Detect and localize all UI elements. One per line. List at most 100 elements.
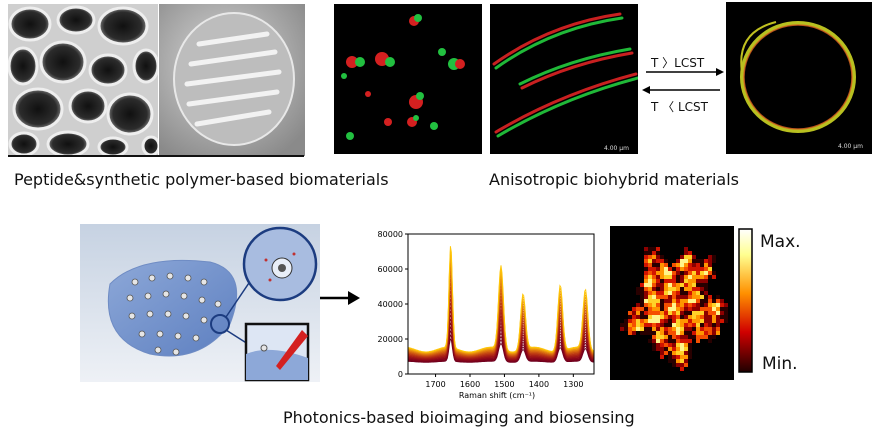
heatmap-cell [668,287,672,291]
hydrogel-image [159,4,305,156]
heatmap-cell [716,303,720,307]
heatmap-cell [640,307,644,311]
heatmap-cell [688,355,692,359]
heatmap-cell [680,295,684,299]
heatmap-cell [648,271,652,275]
heatmap-cell [648,299,652,303]
heatmap-cell [656,271,660,275]
heatmap-cell [644,263,648,267]
heatmap-cell [692,299,696,303]
heatmap-cell [644,255,648,259]
heatmap-cell [692,263,696,267]
raman-x-tick-label: 1700 [425,380,445,389]
heatmap-cell [660,311,664,315]
heatmap-cell [712,271,716,275]
heatmap-cell [680,299,684,303]
heatmap-cell [668,339,672,343]
heatmap-cell [668,323,672,327]
heatmap-cell [712,255,716,259]
heatmap-cell [664,275,668,279]
heatmap-cell [644,271,648,275]
heatmap-cell [680,311,684,315]
heatmap-cell [724,303,728,307]
heatmap-cell [660,335,664,339]
heatmap-cell [684,263,688,267]
heatmap-cell [700,315,704,319]
raman-x-axis-label: Raman shift (cm⁻¹) [459,391,535,400]
heatmap-cell [640,291,644,295]
heatmap-cell [644,247,648,251]
heatmap-cell [664,303,668,307]
heatmap-cell [680,263,684,267]
heatmap-cell [696,303,700,307]
heatmap-cell [672,351,676,355]
heatmap-cell [672,335,676,339]
heatmap-cell [632,307,636,311]
heatmap-cell [668,299,672,303]
heatmap-cell [676,279,680,283]
heatmap-cell [660,295,664,299]
heatmap-cell [664,311,668,315]
heatmap-cell [644,287,648,291]
heatmap-cell [668,271,672,275]
heatmap-cell [680,267,684,271]
heatmap-cell [652,347,656,351]
heatmap-cell [716,311,720,315]
heatmap-cell [708,323,712,327]
heatmap-cell [708,311,712,315]
heatmap-cell [640,287,644,291]
fluorescence-droplets-image [334,4,482,154]
heatmap-cell [640,319,644,323]
heatmap-cell [688,351,692,355]
heatmap-cell [700,259,704,263]
heatmap-cell [680,287,684,291]
heatmap-cell [656,335,660,339]
process-arrow-icon [320,291,360,305]
heatmap-cell [624,319,628,323]
heatmap-cell [660,323,664,327]
heatmap-cell [680,331,684,335]
heatmap-cell [676,259,680,263]
heatmap-cell [656,347,660,351]
heatmap-cell [664,315,668,319]
heatmap-cell [648,247,652,251]
heatmap-cell [672,339,676,343]
heatmap-cell [724,311,728,315]
heatmap-cell [688,347,692,351]
heatmap-cell [680,335,684,339]
heatmap-cell [680,359,684,363]
heatmap-cell [648,275,652,279]
heatmap-cell [708,299,712,303]
heatmap-cell [644,267,648,271]
heatmap-cell [684,295,688,299]
heatmap-cell [648,331,652,335]
heatmap-cell [648,315,652,319]
heatmap-cell [712,311,716,315]
heatmap-cell [672,359,676,363]
heatmap-cell [680,303,684,307]
heatmap-cell [664,347,668,351]
heatmap-cell [720,311,724,315]
heatmap-cell [696,331,700,335]
heatmap-cell [696,327,700,331]
heatmap-cell [712,307,716,311]
heatmap-cell [648,279,652,283]
heatmap-cell [680,255,684,259]
heatmap-cell [700,279,704,283]
heatmap-cell [672,267,676,271]
heatmap-cell [704,303,708,307]
heatmap-cell [652,327,656,331]
heatmap-cell [664,331,668,335]
heatmap-cell [660,355,664,359]
heatmap-cell [692,327,696,331]
heatmap-cell [708,263,712,267]
heatmap-cell [656,287,660,291]
heatmap-cell [672,307,676,311]
heatmap-cell [688,259,692,263]
heatmap-cell [672,299,676,303]
raman-y-tick-label: 60000 [378,265,403,274]
heatmap-cell [696,323,700,327]
heatmap-cell [704,311,708,315]
heatmap-cell [712,319,716,323]
heatmap-cell [664,299,668,303]
